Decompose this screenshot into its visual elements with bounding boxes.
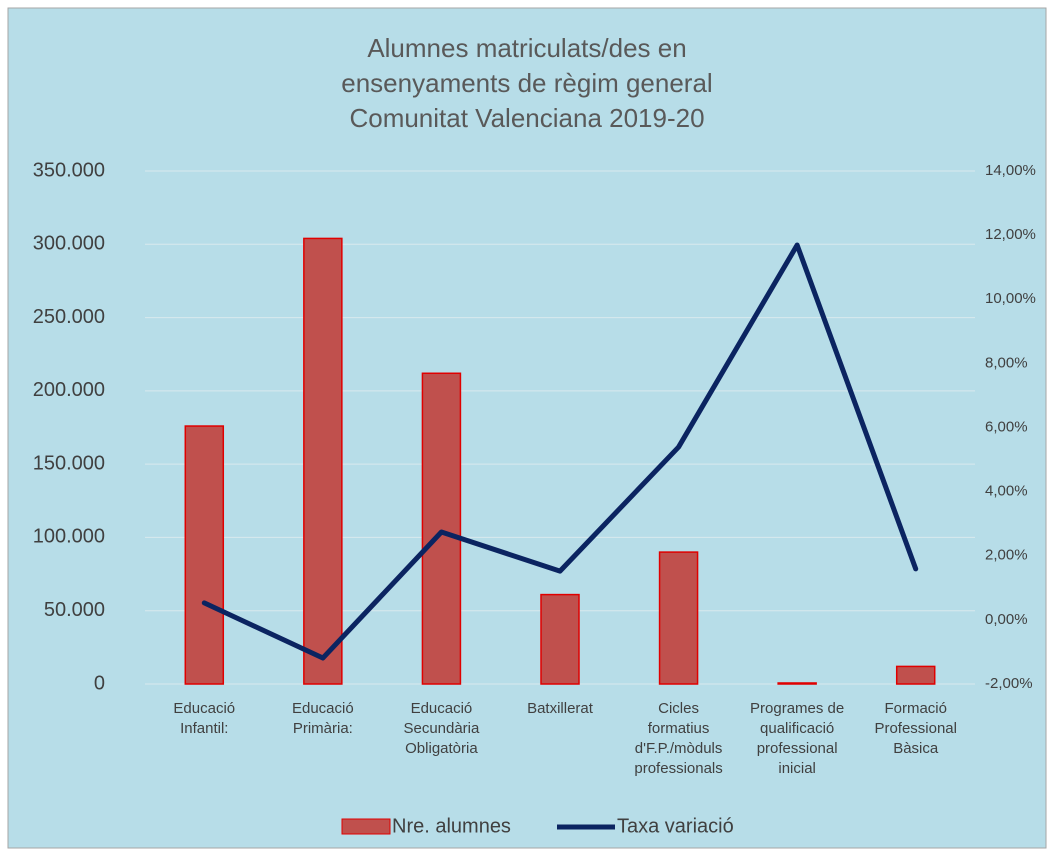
y2-tick-label: 12,00% [985, 226, 1036, 243]
y-tick-label: 250.000 [33, 306, 105, 328]
line [201, 242, 919, 661]
chart-title: Comunitat Valenciana 2019-20 [349, 103, 704, 133]
y-tick-label: 100.000 [33, 526, 105, 548]
x-tick-label: Batxillerat [527, 700, 594, 717]
y-tick-label: 0 [94, 672, 105, 694]
y-tick-label: 350.000 [33, 159, 105, 181]
y2-tick-label: 8,00% [985, 354, 1028, 371]
y-tick-label: 150.000 [33, 452, 105, 474]
bar [777, 682, 817, 685]
x-tick-label: Educació Secundària Obligatòria [403, 700, 480, 757]
chart-title: Alumnes matriculats/des en [367, 33, 686, 63]
bar [184, 425, 225, 685]
y2-tick-label: 4,00% [985, 483, 1028, 500]
bar [303, 237, 343, 685]
x-tick-label: Formació Professional Bàsica [874, 700, 957, 757]
bar [658, 551, 699, 685]
y-tick-label: 200.000 [33, 379, 105, 401]
legend-label: Taxa variació [617, 815, 734, 837]
y2-tick-label: 6,00% [985, 418, 1028, 435]
y-tick-label: 300.000 [33, 233, 105, 255]
x-tick-label: Educació Primària: [292, 700, 354, 737]
chart-background [7, 7, 1047, 849]
legend-swatch [341, 818, 391, 835]
y2-tick-label: 14,00% [985, 162, 1036, 179]
bar [421, 372, 462, 685]
bar [540, 593, 580, 685]
chart-title: ensenyaments de règim general [341, 68, 712, 98]
bar [895, 665, 936, 685]
y2-tick-label: 0,00% [985, 611, 1028, 628]
legend-label: Nre. alumnes [392, 815, 511, 837]
y2-tick-label: -2,00% [985, 675, 1033, 692]
y2-tick-label: 10,00% [985, 290, 1036, 307]
y-tick-label: 50.000 [44, 599, 105, 621]
y2-tick-label: 2,00% [985, 547, 1028, 564]
x-tick-label: Programes de qualificació professional inic… [750, 700, 844, 777]
x-tick-label: Educació Infantil: [173, 700, 235, 737]
x-tick-label: Cicles formatius d'F.P./mòduls professional… [634, 700, 722, 777]
